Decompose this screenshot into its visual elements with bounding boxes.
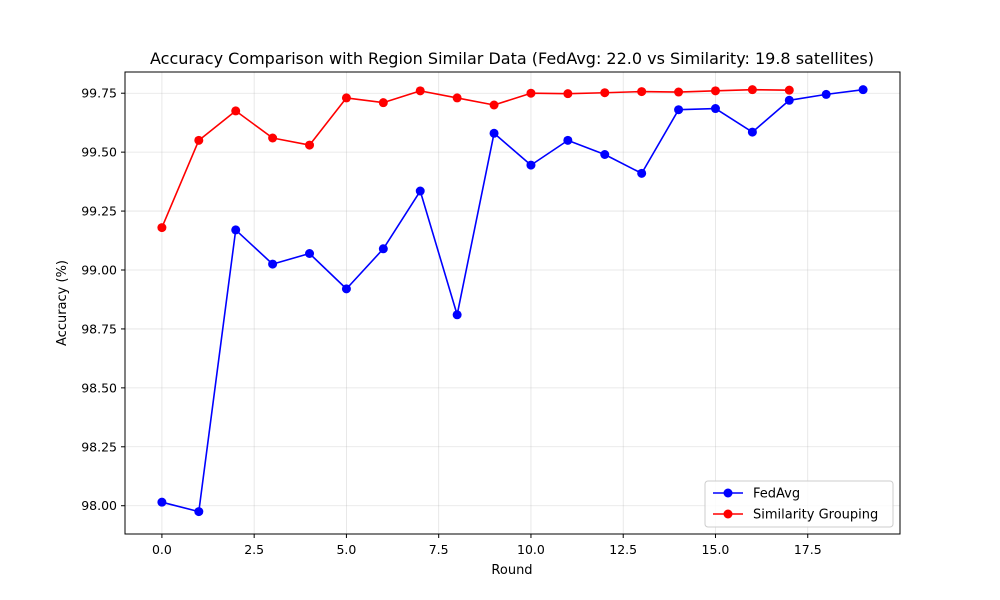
y-axis-label: Accuracy (%): [55, 260, 70, 346]
data-point-similarity-grouping: [637, 87, 647, 97]
data-point-fedavg: [268, 259, 278, 269]
data-point-fedavg: [489, 128, 499, 138]
data-point-similarity-grouping: [600, 88, 610, 98]
data-point-similarity-grouping: [747, 85, 757, 95]
y-tick-label: 98.00: [81, 498, 117, 513]
x-axis-label: Round: [491, 563, 532, 578]
data-point-fedavg: [305, 249, 315, 258]
data-point-fedavg: [415, 186, 425, 196]
data-point-fedavg: [194, 507, 204, 517]
data-point-fedavg: [231, 225, 241, 235]
y-tick-label: 99.00: [81, 263, 117, 278]
data-point-similarity-grouping: [268, 133, 278, 143]
axis-ticks: 0.0 2.5 5.0 7.5 10.0 12.5 15.0 17.5 98.00 98.25 98…: [81, 86, 821, 557]
x-tick-label: 5.0: [336, 542, 356, 557]
legend-box: [704, 480, 894, 528]
series-line-fedavg: [161, 88, 864, 513]
legend-label-fedavg: FedAvg: [753, 487, 800, 502]
data-point-similarity-grouping: [157, 223, 167, 233]
data-point-similarity-grouping: [784, 85, 794, 95]
data-point-fedavg: [157, 497, 167, 507]
data-point-fedavg: [526, 160, 536, 170]
y-tick-label: 99.25: [81, 204, 117, 219]
data-point-fedavg: [858, 85, 868, 95]
y-tick-label: 99.75: [81, 86, 117, 101]
data-point-similarity-grouping: [452, 93, 462, 103]
y-tick-label: 98.25: [81, 439, 117, 454]
x-tick-label: 7.5: [429, 542, 449, 557]
x-tick-label: 17.5: [794, 542, 822, 557]
legend: FedAvg Similarity Grouping: [704, 480, 894, 528]
y-tick-label: 98.75: [81, 321, 117, 336]
series-layer: [157, 85, 868, 517]
data-point-similarity-grouping: [378, 98, 388, 108]
chart-title: Accuracy Comparison with Region Similar …: [150, 49, 874, 68]
data-point-fedavg: [341, 284, 351, 294]
data-point-fedavg: [710, 104, 720, 114]
y-tick-label: 99.50: [81, 145, 117, 160]
data-point-similarity-grouping: [674, 87, 684, 97]
grid-lines: [125, 72, 900, 534]
data-point-similarity-grouping: [489, 100, 499, 110]
data-point-similarity-grouping: [710, 86, 720, 96]
data-point-fedavg: [563, 135, 573, 145]
x-tick-label: 15.0: [702, 542, 730, 557]
legend-marker-fedavg: [723, 488, 733, 498]
data-point-fedavg: [452, 310, 462, 320]
series-line-similarity-grouping: [161, 88, 790, 228]
data-point-fedavg: [600, 150, 610, 159]
x-tick-label: 12.5: [609, 542, 637, 557]
plot-frame: [124, 71, 901, 535]
data-point-fedavg: [821, 89, 831, 99]
data-point-similarity-grouping: [563, 89, 573, 99]
legend-marker-similarity-grouping: [723, 509, 733, 519]
data-point-fedavg: [637, 168, 647, 178]
data-point-similarity-grouping: [305, 140, 315, 150]
data-point-similarity-grouping: [341, 93, 351, 103]
y-tick-label: 98.50: [81, 380, 117, 395]
x-tick-label: 0.0: [152, 542, 172, 557]
x-tick-label: 10.0: [517, 542, 545, 557]
data-point-fedavg: [378, 244, 388, 254]
data-point-similarity-grouping: [415, 86, 425, 96]
data-point-fedavg: [784, 95, 794, 105]
legend-label-similarity-grouping: Similarity Grouping: [753, 508, 878, 523]
data-point-fedavg: [747, 127, 757, 137]
x-tick-label: 2.5: [244, 542, 264, 557]
data-point-similarity-grouping: [194, 135, 204, 145]
data-point-fedavg: [674, 105, 684, 115]
data-point-similarity-grouping: [231, 106, 241, 116]
data-point-similarity-grouping: [526, 88, 536, 98]
